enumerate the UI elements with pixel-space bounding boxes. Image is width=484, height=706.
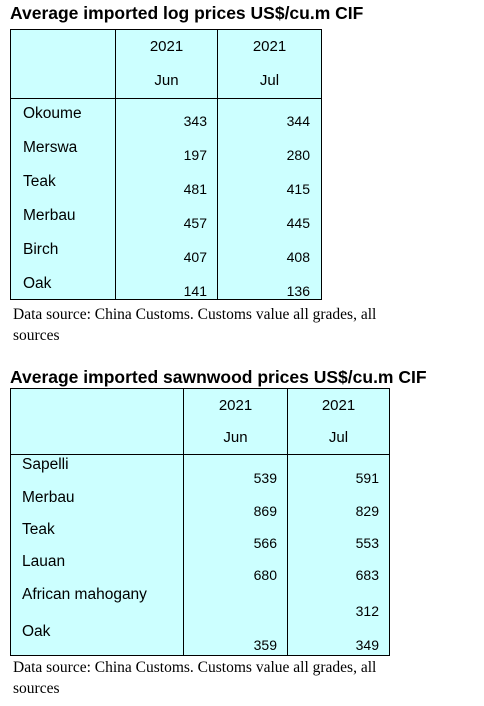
year-header-jun: 2021 bbox=[218, 397, 253, 414]
row-label: Sapelli bbox=[22, 456, 69, 473]
value-jul: 591 bbox=[355, 470, 379, 486]
value-jun: 481 bbox=[183, 181, 207, 197]
row-label: Okoume bbox=[23, 105, 82, 122]
value-jun: 566 bbox=[253, 535, 277, 551]
year-header-jul: 2021 bbox=[321, 397, 356, 414]
year-header-jul: 2021 bbox=[252, 38, 287, 55]
source-line: Data source: China Customs. Customs valu… bbox=[13, 659, 377, 676]
log-price-table: 2021 2021 Jun Jul Okoume 343 344 Merswa … bbox=[10, 29, 322, 300]
value-jun: 141 bbox=[183, 283, 207, 299]
month-header-jul: Jul bbox=[328, 429, 349, 446]
value-jun: 680 bbox=[253, 567, 277, 583]
value-jun: 457 bbox=[183, 215, 207, 231]
value-jul: 312 bbox=[355, 603, 379, 619]
value-jul: 408 bbox=[286, 249, 310, 265]
value-jul: 829 bbox=[355, 503, 379, 519]
row-label: Merbau bbox=[23, 207, 76, 224]
sawnwood-price-table: 2021 2021 Jun Jul Sapelli 539 591 Merbau… bbox=[10, 388, 390, 656]
row-label: Oak bbox=[22, 623, 51, 640]
value-jun: 869 bbox=[253, 503, 277, 519]
row-label: Lauan bbox=[22, 553, 66, 570]
source-line: Data source: China Customs. Customs valu… bbox=[13, 306, 377, 323]
column-divider bbox=[115, 30, 116, 299]
value-jul: 280 bbox=[286, 147, 310, 163]
source-line: sources bbox=[13, 680, 60, 697]
month-header-jun: Jun bbox=[223, 429, 248, 446]
month-header-jul: Jul bbox=[259, 72, 280, 89]
value-jul: 344 bbox=[286, 113, 310, 129]
value-jul: 349 bbox=[355, 637, 379, 653]
value-jul: 445 bbox=[286, 215, 310, 231]
log-table-source-note: Data source: China Customs. Customs valu… bbox=[13, 304, 376, 346]
value-jun: 407 bbox=[183, 249, 207, 265]
value-jun: 197 bbox=[183, 147, 207, 163]
row-label: African mahogany bbox=[22, 586, 147, 603]
row-label: Oak bbox=[23, 275, 52, 292]
row-label: Teak bbox=[23, 173, 56, 190]
log-table-title: Average imported log prices US$/cu.m CIF bbox=[10, 3, 364, 23]
column-divider bbox=[183, 389, 184, 655]
value-jul: 683 bbox=[355, 567, 379, 583]
row-label: Teak bbox=[22, 521, 55, 538]
value-jul: 553 bbox=[355, 535, 379, 551]
value-jun: 359 bbox=[253, 637, 277, 653]
sawnwood-table-title: Average imported sawnwood prices US$/cu.… bbox=[10, 367, 427, 387]
year-header-jun: 2021 bbox=[149, 38, 184, 55]
month-header-jun: Jun bbox=[154, 72, 179, 89]
column-divider bbox=[287, 389, 288, 655]
sawnwood-table-source-note: Data source: China Customs. Customs valu… bbox=[13, 657, 376, 699]
row-label: Merbau bbox=[22, 489, 75, 506]
header-divider bbox=[11, 454, 389, 455]
header-divider bbox=[11, 98, 321, 99]
value-jun: 539 bbox=[253, 470, 277, 486]
column-divider bbox=[217, 30, 218, 299]
row-label: Merswa bbox=[23, 139, 78, 156]
value-jul: 415 bbox=[286, 181, 310, 197]
source-line: sources bbox=[13, 327, 60, 344]
row-label: Birch bbox=[23, 241, 59, 258]
value-jun: 343 bbox=[183, 113, 207, 129]
value-jul: 136 bbox=[286, 283, 310, 299]
